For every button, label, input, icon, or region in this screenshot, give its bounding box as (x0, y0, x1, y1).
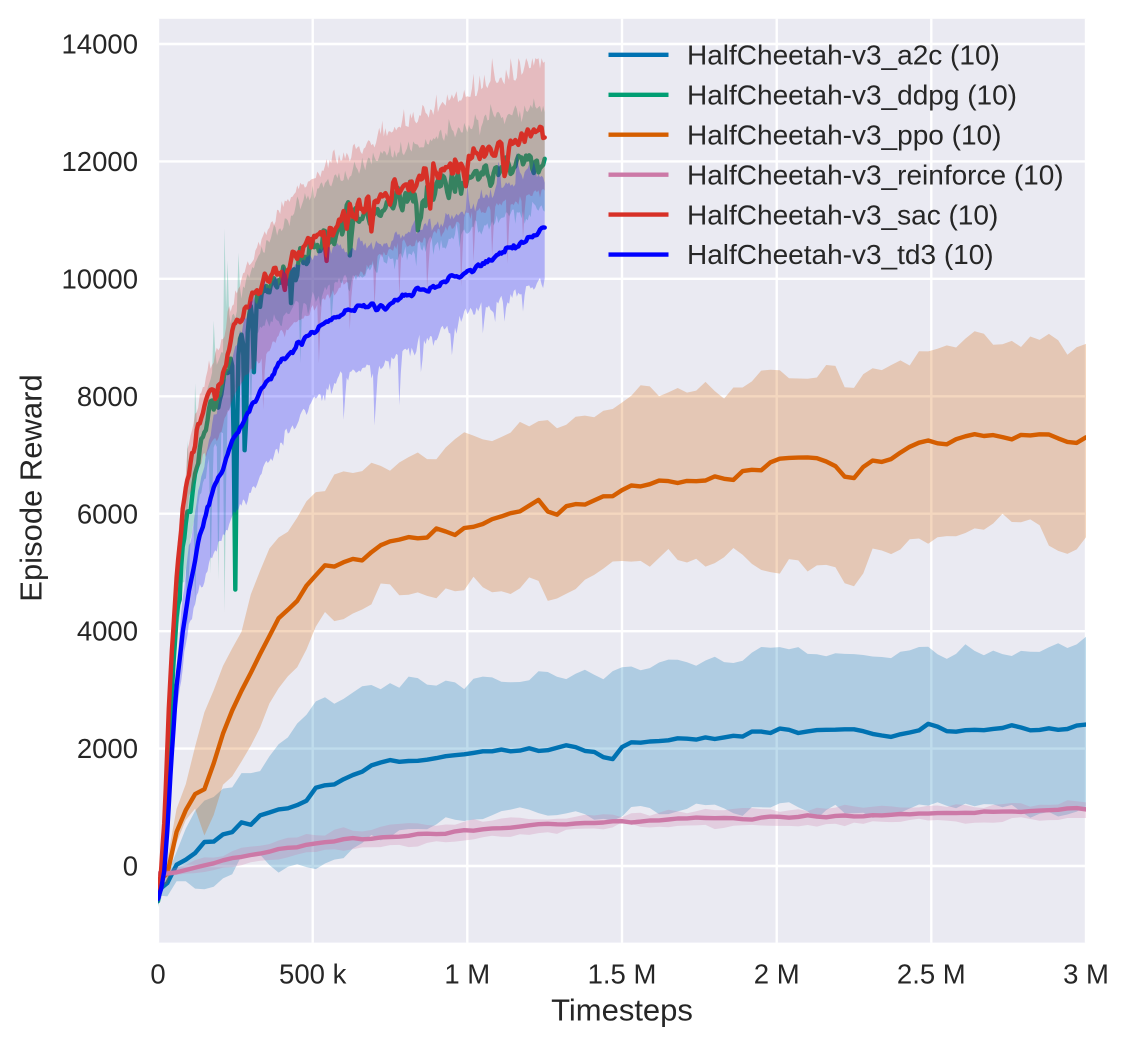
svg-text:1.5 M: 1.5 M (588, 959, 657, 990)
svg-text:HalfCheetah-v3_ppo (10): HalfCheetah-v3_ppo (10) (687, 119, 1001, 150)
svg-text:Timesteps: Timesteps (551, 993, 693, 1028)
svg-text:HalfCheetah-v3_a2c (10): HalfCheetah-v3_a2c (10) (687, 40, 1000, 71)
svg-text:HalfCheetah-v3_sac (10): HalfCheetah-v3_sac (10) (687, 199, 998, 230)
svg-text:6000: 6000 (77, 498, 138, 529)
svg-text:0: 0 (150, 959, 165, 990)
svg-text:500 k: 500 k (279, 959, 347, 990)
svg-text:14000: 14000 (62, 29, 138, 60)
svg-text:4000: 4000 (77, 616, 138, 647)
svg-text:Episode Reward: Episode Reward (14, 374, 49, 601)
svg-text:HalfCheetah-v3_td3 (10): HalfCheetah-v3_td3 (10) (687, 239, 994, 270)
svg-text:1 M: 1 M (444, 959, 490, 990)
svg-text:10000: 10000 (62, 264, 138, 295)
svg-text:3 M: 3 M (1063, 959, 1109, 990)
svg-text:8000: 8000 (77, 381, 138, 412)
svg-text:0: 0 (123, 851, 138, 882)
svg-text:HalfCheetah-v3_ddpg (10): HalfCheetah-v3_ddpg (10) (687, 80, 1017, 111)
svg-text:12000: 12000 (62, 146, 138, 177)
svg-text:2000: 2000 (77, 733, 138, 764)
svg-text:HalfCheetah-v3_reinforce (10): HalfCheetah-v3_reinforce (10) (687, 159, 1064, 190)
svg-text:2.5 M: 2.5 M (897, 959, 966, 990)
svg-text:2 M: 2 M (754, 959, 800, 990)
